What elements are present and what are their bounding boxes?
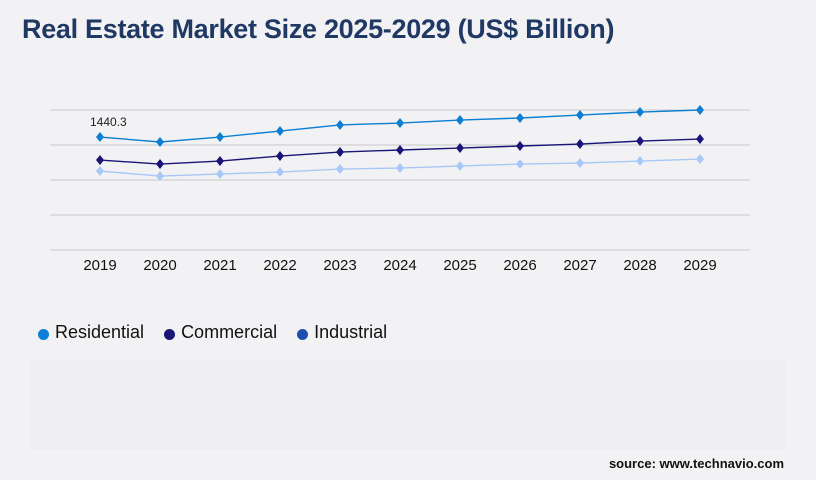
data-point-residential [456, 115, 464, 126]
legend-label: Industrial [314, 322, 388, 342]
chart-title: Real Estate Market Size 2025-2029 (US$ B… [22, 14, 615, 44]
data-point-commercial [216, 156, 224, 167]
data-point-industrial [96, 166, 104, 177]
legend-item-residential: Residential [38, 322, 144, 343]
data-point-industrial [276, 167, 284, 178]
data-point-commercial [456, 143, 464, 154]
legend: Residential Commercial Industrial [38, 322, 387, 343]
legend-marker-icon [164, 328, 176, 340]
x-tick-label: 2027 [563, 257, 596, 274]
background-panel [30, 360, 786, 450]
x-tick-label: 2024 [383, 257, 416, 274]
data-point-residential [216, 132, 224, 143]
data-point-industrial [516, 159, 524, 170]
data-point-commercial [576, 139, 584, 150]
legend-item-commercial: Commercial [164, 322, 277, 343]
data-label: 1440.3 [90, 115, 127, 129]
x-tick-label: 2021 [203, 257, 236, 274]
data-point-industrial [216, 169, 224, 179]
legend-label: Commercial [181, 322, 278, 342]
data-point-residential [696, 105, 704, 115]
source-label: source: www.technavio.com [608, 456, 784, 471]
data-point-commercial [396, 145, 404, 155]
data-point-residential [576, 110, 584, 121]
data-point-commercial [516, 141, 524, 151]
x-tick-label: 2019 [83, 257, 116, 274]
data-point-commercial [276, 151, 284, 162]
legend-marker-icon [38, 328, 49, 340]
x-tick-label: 2020 [143, 257, 176, 274]
data-point-residential [156, 137, 164, 147]
data-point-commercial [156, 159, 164, 170]
x-tick-label: 2026 [503, 257, 536, 274]
data-point-residential [96, 132, 104, 143]
data-point-residential [396, 118, 404, 129]
data-point-commercial [96, 155, 104, 166]
x-tick-label: 2025 [443, 257, 476, 274]
x-tick-label: 2029 [683, 257, 716, 274]
data-point-commercial [636, 136, 644, 147]
data-point-residential [516, 113, 524, 123]
data-point-industrial [696, 154, 704, 165]
data-point-industrial [576, 158, 584, 169]
data-point-residential [336, 119, 344, 130]
data-point-commercial [696, 134, 704, 145]
data-point-residential [276, 126, 284, 137]
data-point-industrial [636, 156, 644, 167]
x-tick-label: 2023 [323, 257, 356, 274]
data-point-industrial [156, 171, 164, 182]
x-tick-label: 2028 [623, 257, 656, 274]
legend-label: Residential [55, 322, 145, 342]
data-point-residential [636, 107, 644, 118]
data-point-industrial [396, 163, 404, 174]
data-point-industrial [336, 164, 344, 175]
data-point-commercial [336, 147, 344, 158]
legend-item-industrial: Industrial [297, 322, 387, 343]
legend-marker-icon [297, 328, 309, 340]
data-point-industrial [456, 161, 464, 171]
x-tick-label: 2022 [263, 257, 296, 274]
